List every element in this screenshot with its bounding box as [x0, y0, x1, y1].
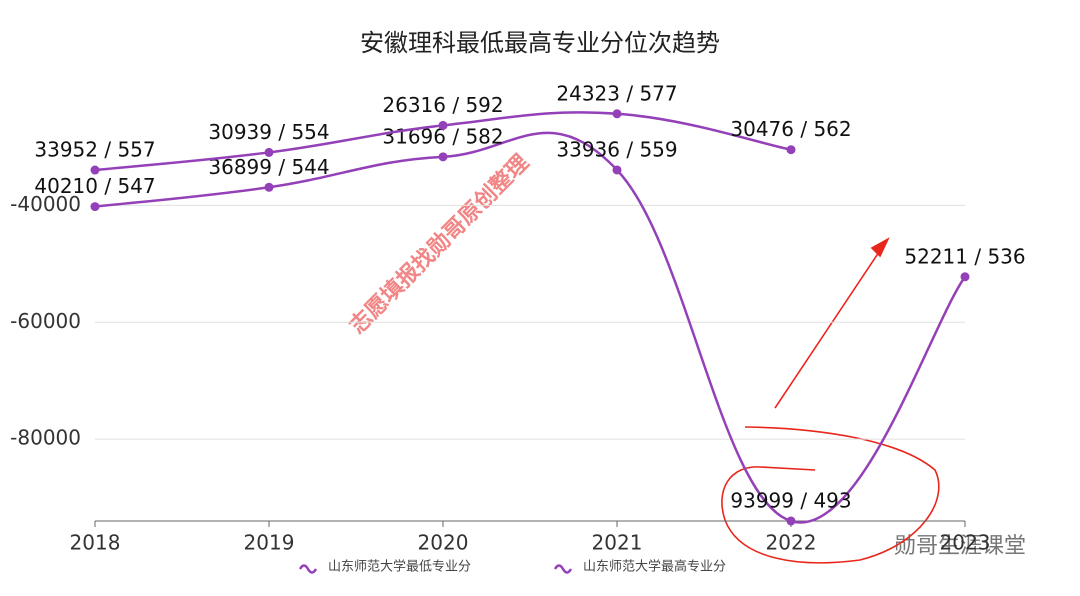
legend-icon — [553, 564, 573, 574]
data-label: 30939 / 554 — [208, 120, 329, 144]
chart-title: 安徽理科最低最高专业分位次趋势 — [360, 29, 720, 57]
y-tick-label: -80000 — [10, 426, 81, 450]
series-line — [94, 131, 967, 524]
x-tick-label: 2022 — [766, 531, 817, 555]
x-tick-label: 2020 — [418, 531, 469, 555]
data-label: 24323 / 577 — [556, 81, 677, 105]
x-tick-label: 2021 — [592, 531, 643, 555]
hand-annotation — [721, 237, 940, 564]
data-point — [960, 272, 970, 282]
legend-icon — [298, 564, 318, 574]
data-point — [786, 516, 796, 526]
x-tick-label: 2018 — [70, 531, 121, 555]
data-point — [438, 152, 448, 162]
legend-label: 山东师范大学最高专业分 — [583, 559, 726, 575]
y-tick-label: -40000 — [10, 192, 81, 216]
data-label: 93999 / 493 — [730, 488, 851, 512]
watermark-brand: 勋哥生涯课堂 — [894, 534, 1026, 559]
y-tick-label: -60000 — [10, 309, 81, 333]
x-tick-label: 2023 — [940, 531, 991, 555]
data-point — [90, 202, 100, 212]
data-point — [90, 165, 100, 175]
data-label: 40210 / 547 — [34, 174, 155, 198]
data-label: 26316 / 592 — [382, 93, 503, 117]
data-point — [438, 120, 448, 130]
data-point — [786, 145, 796, 155]
watermark: 志愿填报找勋哥原创整理 — [345, 150, 535, 340]
data-label: 30476 / 562 — [730, 117, 851, 141]
red-circle — [721, 426, 940, 564]
data-label: 33936 / 559 — [556, 137, 677, 161]
data-point — [612, 165, 622, 175]
red-arrow-head — [870, 237, 890, 258]
data-point — [612, 109, 622, 119]
data-label: 52211 / 536 — [904, 244, 1025, 268]
red-arrow — [774, 242, 886, 409]
x-tick-label: 2019 — [244, 531, 295, 555]
data-point — [264, 182, 274, 192]
data-point — [264, 147, 274, 157]
data-label: 36899 / 544 — [208, 155, 329, 179]
legend-label: 山东师范大学最低专业分 — [328, 559, 471, 575]
data-label: 33952 / 557 — [34, 138, 155, 162]
